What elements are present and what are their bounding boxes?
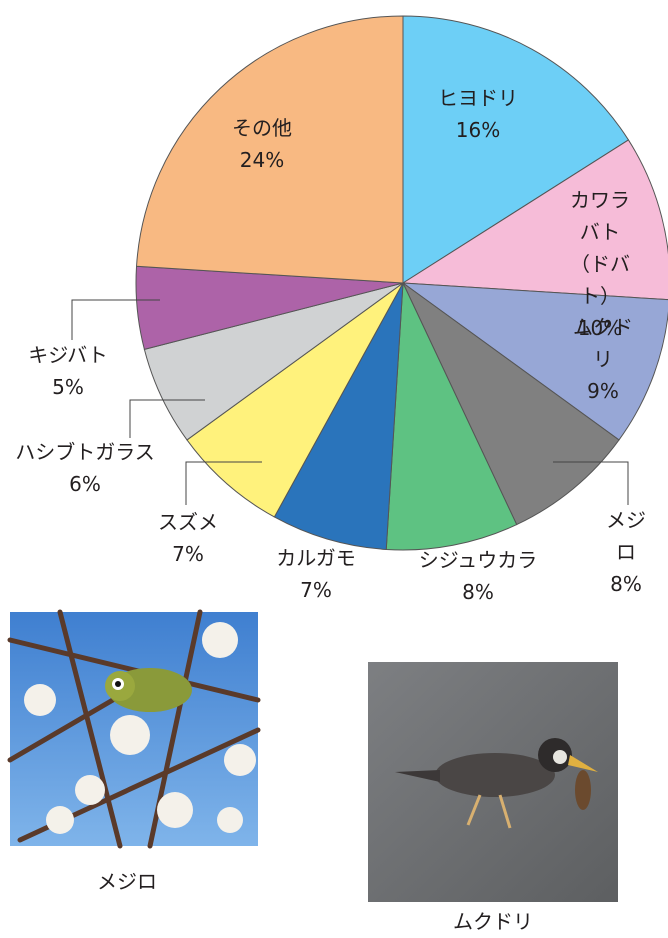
category-label: メジロ bbox=[605, 504, 647, 568]
category-label: ムクドリ bbox=[571, 311, 636, 375]
value-label: 9% bbox=[571, 375, 636, 407]
value-label: 7% bbox=[158, 538, 218, 570]
value-label: 8% bbox=[419, 576, 538, 608]
category-label: スズメ bbox=[158, 506, 218, 538]
value-label: 6% bbox=[15, 468, 155, 500]
category-label: ハシブトガラス bbox=[15, 436, 155, 468]
photo-mejiro bbox=[10, 612, 258, 846]
category-label: ヒヨドリ bbox=[438, 82, 518, 114]
page: ヒヨドリ16%カワラバト （ドバト）10%ムクドリ9%メジロ8%シジュウカラ8%… bbox=[0, 0, 668, 938]
value-label: 5% bbox=[28, 371, 107, 403]
value-label: 24% bbox=[232, 144, 292, 176]
photo-caption: メジロ bbox=[97, 866, 157, 895]
category-label: キジバト bbox=[28, 339, 107, 371]
value-label: 7% bbox=[276, 574, 355, 606]
value-label: 8% bbox=[605, 568, 647, 600]
photo-mukudori bbox=[368, 662, 618, 902]
photo-caption: ムクドリ bbox=[453, 906, 533, 935]
category-label: その他 bbox=[232, 112, 292, 144]
category-label: カワラバト （ドバト） bbox=[566, 184, 634, 312]
category-label: カルガモ bbox=[276, 542, 355, 574]
category-label: シジュウカラ bbox=[419, 544, 538, 576]
value-label: 16% bbox=[438, 114, 518, 146]
